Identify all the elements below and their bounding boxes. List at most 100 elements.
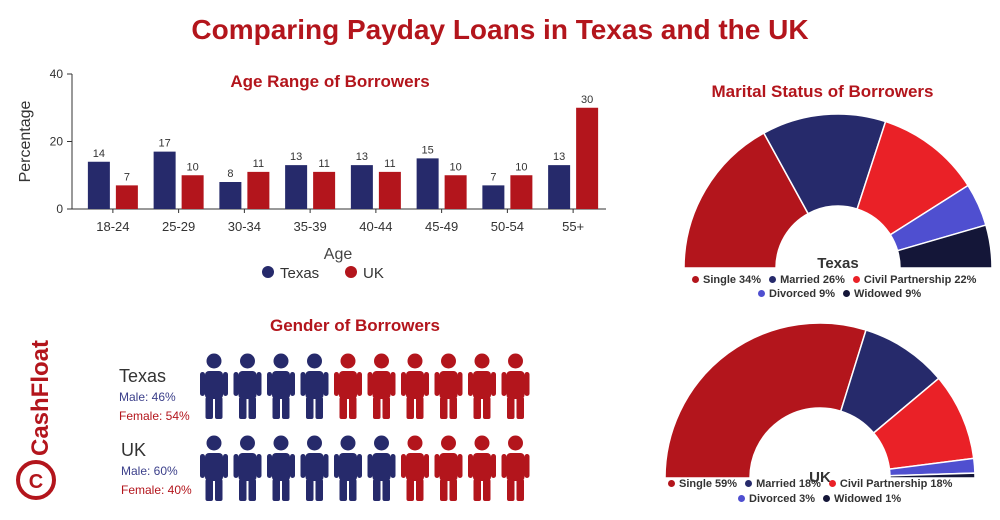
pie-center-label: UK [809,469,831,486]
legend-dot [843,290,851,298]
gender-texas-male: Male: 46% [119,390,176,404]
gender-uk-female: Female: 40% [121,483,192,497]
person-icon [233,353,262,419]
legend-label: Single 59% [679,478,738,490]
bar-texas-30-34 [219,182,242,209]
bar-value-label: 10 [450,161,462,173]
legend-marker-texas [262,266,274,278]
legend-label: Civil Partnership 18% [839,478,953,490]
bar-chart-title: Age Range of Borrowers [230,72,430,91]
x-tick-label: 18-24 [96,219,129,234]
pie-0-slice-4 [896,224,993,269]
bar-uk-30-34 [247,171,270,209]
x-tick-label: 50-54 [491,219,524,234]
legend-label-uk: UK [363,265,384,282]
person-icon [501,435,530,501]
bar-uk-40-44 [378,171,401,209]
bar-value-label: 15 [422,144,434,156]
pie-0-legend-row-1: Divorced 9% Widowed 9% [750,288,921,300]
bar-uk-18-24 [115,185,138,209]
bar-texas-55+ [548,165,571,209]
person-icon [501,353,530,419]
person-icon [401,353,429,419]
bar-value-label: 10 [187,161,199,173]
pie-1-slice-0 [664,322,867,479]
bar-value-label: 8 [227,168,233,180]
x-tick-label: 55+ [562,219,584,234]
legend-dot [745,480,753,488]
person-icon [267,435,295,501]
bar-value-label: 11 [253,158,264,170]
legend-dot [823,495,831,503]
gender-title: Gender of Borrowers [269,316,441,335]
legend-dot [769,276,777,284]
legend-dot [668,480,675,488]
person-icon [434,435,463,501]
gender-texas-label: Texas [119,366,167,386]
legend-dot [758,290,765,298]
bar-value-label: 14 [93,148,105,160]
legend-label: Married 26% [780,274,845,286]
person-icon [233,435,262,501]
bar-value-label: 13 [553,151,565,163]
brand-wordmark: CashFloat [27,340,54,456]
person-icon [367,435,396,501]
gender-texas-female: Female: 54% [119,409,190,423]
bar-value-label: 17 [159,138,171,150]
pie-1-slice-4 [889,472,976,479]
person-icon [468,435,496,501]
person-icon [300,435,329,501]
y-tick-label: 40 [50,67,64,81]
person-icon [401,435,429,501]
legend-label: Widowed 1% [834,493,902,505]
pie-1-legend-row-0: Single 59% Married 18% Civil Partnership 1… [660,478,952,490]
x-tick-label: 40-44 [359,219,392,234]
legend-dot [828,480,836,488]
bar-uk-25-29 [181,175,204,209]
bar-value-label: 11 [318,158,329,170]
person-icon [468,353,496,419]
x-axis-label: Age [324,246,353,263]
x-tick-label: 30-34 [228,219,261,234]
bar-value-label: 7 [124,171,130,183]
bar-value-label: 13 [290,151,302,163]
legend-marker-uk [345,266,357,278]
pie-center-label: Texas [817,255,858,272]
person-icon [334,353,362,419]
pie-0-legend-row-0: Single 34% Married 26% Civil Partnership 2… [684,274,976,286]
bar-value-label: 30 [581,94,593,106]
person-icon [200,353,228,419]
bar-uk-45-49 [444,175,467,209]
bar-uk-55+ [576,107,599,209]
bar-value-label: 11 [384,158,395,170]
person-icon [200,435,228,501]
gender-uk-label: UK [121,440,147,460]
bar-value-label: 10 [515,161,527,173]
pie-0-slice-0 [683,132,810,269]
legend-label-texas: Texas [280,265,319,282]
pie-0-slice-1 [762,113,887,215]
pie-1-legend-row-1: Divorced 3% Widowed 1% [730,493,901,505]
bar-uk-50-54 [510,175,533,209]
brand-logo-letter: C [29,471,43,493]
marital-chart-title: Marital Status of Borrowers [711,82,934,101]
legend-dot [738,495,745,503]
page-title: Comparing Payday Loans in Texas and the … [191,14,809,45]
legend-label: Married 18% [756,478,821,490]
legend-label: Divorced 9% [769,288,836,300]
bar-texas-50-54 [482,185,505,209]
x-tick-label: 25-29 [162,219,195,234]
x-tick-label: 45-49 [425,219,458,234]
bar-uk-35-39 [313,171,336,209]
bar-texas-40-44 [350,165,373,209]
person-icon [267,353,295,419]
x-tick-label: 35-39 [294,219,327,234]
person-icon [300,353,329,419]
bar-texas-18-24 [87,161,110,209]
bar-texas-25-29 [153,151,176,209]
y-tick-label: 0 [56,202,63,216]
legend-label: Civil Partnership 22% [863,274,977,286]
